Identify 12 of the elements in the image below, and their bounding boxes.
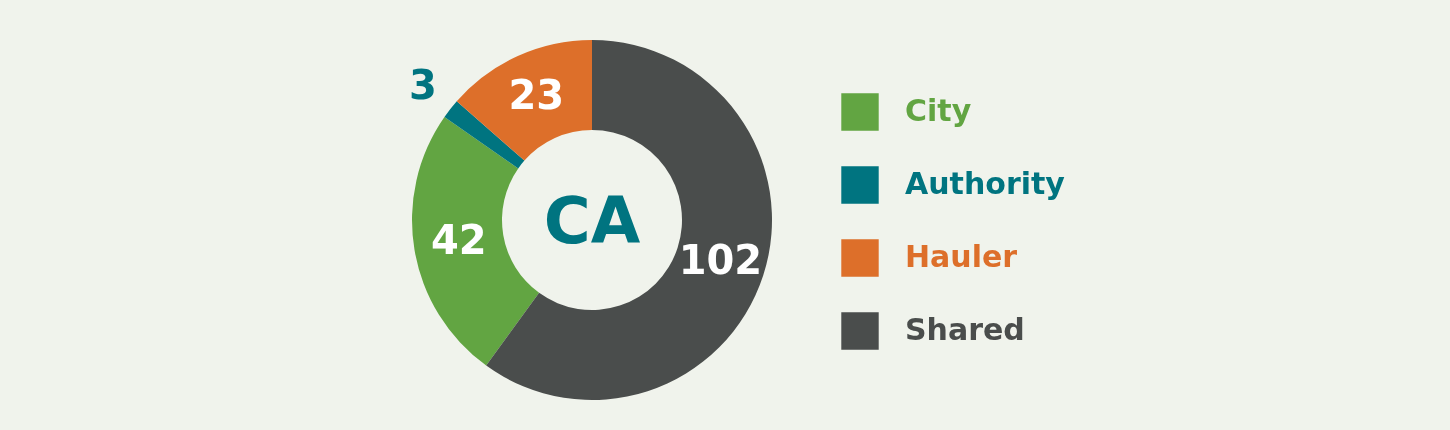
data-label: 3: [408, 62, 437, 109]
donut-slice: [412, 116, 540, 366]
legend-label: Hauler: [905, 239, 1018, 274]
data-label: 102: [678, 236, 763, 283]
legend-label: Shared: [905, 312, 1025, 347]
legend-label: City: [905, 93, 972, 128]
data-label: 23: [508, 72, 565, 119]
text: CA: [543, 184, 641, 258]
data-label: 42: [431, 217, 487, 264]
donut-slice: [486, 40, 772, 400]
donut-slice: [456, 40, 592, 161]
legend-label: Authority: [905, 166, 1066, 201]
